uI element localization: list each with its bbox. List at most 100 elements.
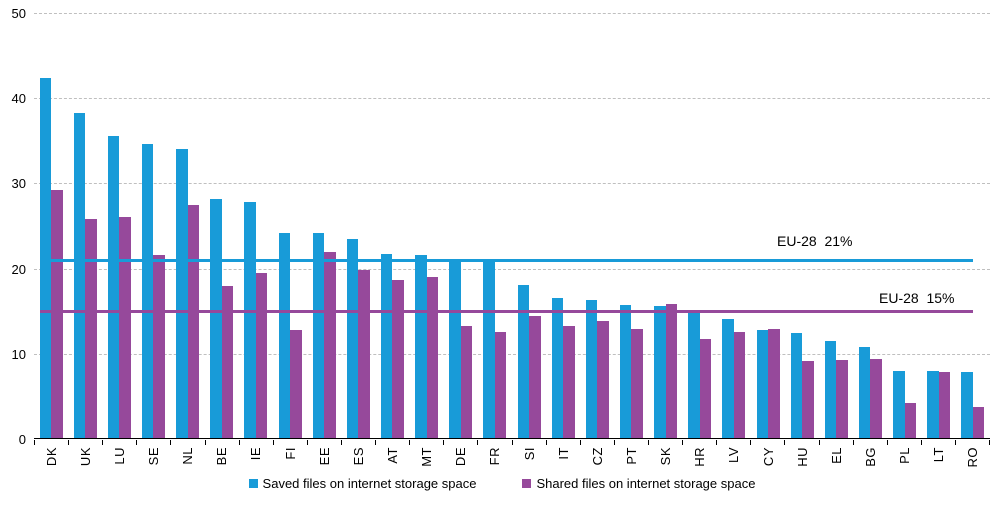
bar-group-IE bbox=[239, 13, 273, 438]
tick-NL bbox=[171, 440, 206, 445]
tick-UK bbox=[69, 440, 104, 445]
bar-group-BG bbox=[853, 13, 887, 438]
bar-group-IT bbox=[546, 13, 580, 438]
bar-shared-MT bbox=[426, 277, 439, 438]
x-label-cell-CZ: CZ bbox=[580, 447, 614, 479]
x-tick-label-IE: IE bbox=[248, 447, 264, 461]
tick-RO bbox=[956, 440, 991, 445]
bar-group-PL bbox=[888, 13, 922, 438]
tick-DE bbox=[444, 440, 479, 445]
eu28-shared-reference-line bbox=[40, 309, 973, 313]
x-label-cell-HU: HU bbox=[785, 447, 819, 479]
y-tick-label-20: 20 bbox=[11, 261, 26, 277]
x-tick-label-EE: EE bbox=[316, 447, 332, 466]
bar-saved-MT bbox=[415, 254, 427, 438]
y-tick-label-0: 0 bbox=[18, 432, 26, 447]
bar-shared-UK bbox=[85, 219, 97, 438]
x-label-cell-ES: ES bbox=[341, 447, 375, 479]
x-axis-labels: DK UK LU SE NL BE IE FI EE ES AT MT DE FR SI IT CZ PT SK HR… bbox=[34, 447, 990, 479]
x-tick-label-BG: BG bbox=[862, 447, 878, 467]
x-label-cell-UK: UK bbox=[68, 447, 102, 479]
bar-shared-AT bbox=[392, 279, 404, 438]
bar-saved-PT bbox=[619, 305, 632, 438]
bar-saved-IE bbox=[244, 202, 256, 438]
bar-group-EE bbox=[307, 13, 341, 438]
x-tick-label-DE: DE bbox=[453, 447, 469, 467]
y-tick-label-10: 10 bbox=[11, 346, 26, 362]
legend-item-shared: Shared files on internet storage space bbox=[522, 476, 755, 491]
x-tick-label-BE: BE bbox=[214, 447, 230, 466]
bar-shared-EL bbox=[836, 359, 848, 438]
x-tick-label-PT: PT bbox=[623, 447, 639, 465]
x-tick-label-RO: RO bbox=[965, 447, 981, 468]
bar-saved-DE bbox=[449, 259, 461, 438]
bar-saved-AT bbox=[380, 254, 393, 438]
tick-EE bbox=[308, 440, 342, 445]
bar-group-UK bbox=[68, 13, 102, 438]
bar-group-NL bbox=[171, 13, 205, 438]
bar-group-AT bbox=[375, 13, 409, 438]
bar-group-MT bbox=[410, 13, 444, 438]
x-label-cell-DE: DE bbox=[444, 447, 478, 479]
tick-LV bbox=[717, 440, 752, 445]
bar-shared-ES bbox=[358, 270, 370, 438]
bar-group-SK bbox=[649, 13, 683, 438]
x-label-cell-DK: DK bbox=[34, 447, 68, 479]
tick-SI bbox=[513, 440, 547, 445]
x-label-cell-IE: IE bbox=[239, 447, 273, 479]
x-label-cell-PT: PT bbox=[614, 447, 648, 479]
bar-group-DE bbox=[444, 13, 478, 438]
tick-EL bbox=[820, 440, 854, 445]
bar-shared-CY bbox=[768, 328, 780, 438]
y-tick-label-50: 50 bbox=[11, 6, 26, 21]
bar-saved-NL bbox=[176, 149, 188, 438]
shared-series-swatch-icon bbox=[522, 479, 532, 488]
x-label-cell-LU: LU bbox=[102, 447, 136, 479]
bar-group-CZ bbox=[580, 13, 614, 438]
bar-group-CY bbox=[751, 13, 785, 438]
bar-shared-LV bbox=[733, 331, 746, 438]
y-tick-label-30: 30 bbox=[11, 176, 26, 192]
x-axis: DK UK LU SE NL BE IE FI EE ES AT MT DE FR SI IT CZ PT SK HR… bbox=[34, 440, 991, 479]
bar-shared-DE bbox=[460, 326, 473, 438]
x-label-cell-FR: FR bbox=[478, 447, 512, 479]
bar-shared-SK bbox=[665, 304, 678, 438]
tick-IE bbox=[240, 440, 274, 445]
x-label-cell-SK: SK bbox=[649, 447, 683, 479]
bar-shared-HR bbox=[699, 339, 712, 438]
bar-saved-LU bbox=[107, 135, 120, 438]
legend-label-shared: Shared files on internet storage space bbox=[536, 476, 756, 491]
tick-DK bbox=[34, 440, 70, 445]
x-label-cell-SE: SE bbox=[136, 447, 170, 479]
x-tick-label-FI: FI bbox=[282, 447, 298, 460]
x-label-cell-RO: RO bbox=[956, 447, 990, 479]
tick-LU bbox=[103, 440, 138, 445]
tick-CY bbox=[751, 440, 786, 445]
bar-group-HU bbox=[785, 13, 819, 438]
bar-shared-SE bbox=[153, 254, 165, 438]
bar-shared-LU bbox=[119, 216, 131, 438]
x-tick-label-SI: SI bbox=[521, 447, 537, 461]
bar-saved-BG bbox=[858, 346, 871, 438]
bar-saved-EL bbox=[824, 340, 837, 438]
tick-SE bbox=[137, 440, 172, 445]
x-tick-label-EL: EL bbox=[828, 447, 844, 464]
x-label-cell-NL: NL bbox=[171, 447, 205, 479]
bar-shared-DK bbox=[51, 190, 63, 438]
bar-shared-BE bbox=[221, 286, 234, 438]
tick-PT bbox=[615, 440, 649, 445]
tick-SK bbox=[649, 440, 684, 445]
x-label-cell-BE: BE bbox=[205, 447, 239, 479]
bar-saved-UK bbox=[73, 112, 86, 438]
bar-shared-HU bbox=[802, 361, 814, 438]
bar-saved-CY bbox=[756, 329, 769, 438]
bar-saved-CZ bbox=[585, 300, 598, 438]
bar-saved-FI bbox=[278, 232, 291, 438]
tick-AT bbox=[376, 440, 411, 445]
bar-shared-FR bbox=[494, 332, 507, 438]
x-tick-label-ES: ES bbox=[350, 447, 366, 466]
bar-shared-CZ bbox=[597, 321, 609, 438]
bar-group-SI bbox=[512, 13, 546, 438]
bar-saved-HU bbox=[790, 333, 803, 438]
tick-FR bbox=[478, 440, 513, 445]
